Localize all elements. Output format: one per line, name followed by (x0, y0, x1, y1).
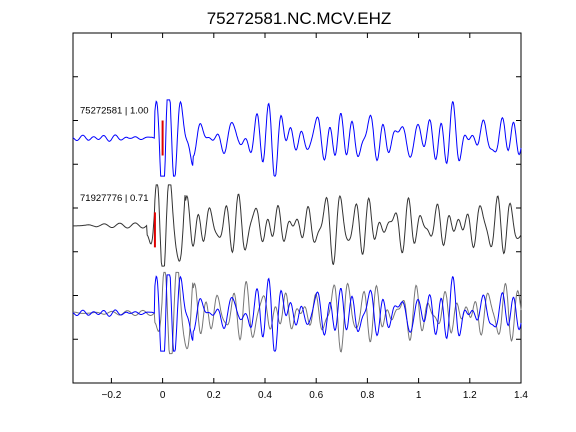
x-tick-label: 0.2 (207, 390, 221, 401)
axis-ticks: −0.2 0 0.2 0.4 0.6 0.8 1 1.2 1.4 (73, 33, 528, 401)
trace-primary-line (72, 99, 522, 177)
x-tick-label: 0.8 (360, 390, 374, 401)
trace-overlay-secondary-line (72, 271, 522, 355)
trace-group (72, 99, 522, 355)
trace-label: 71927776 | 0.71 (80, 193, 149, 204)
x-tick-label: 0.4 (258, 390, 272, 401)
x-tick-label: 1 (416, 390, 422, 401)
chart-title: 75272581.NC.MCV.EHZ (207, 9, 392, 28)
x-tick-label: 0.6 (309, 390, 323, 401)
plot-frame (72, 32, 522, 384)
x-tick-label: −0.2 (102, 390, 122, 401)
x-tick-label: 1.2 (463, 390, 477, 401)
trace-overlay-primary-line (72, 274, 522, 352)
trace-secondary-line (73, 184, 522, 267)
x-tick-label: 1.4 (514, 390, 528, 401)
pick-markers (153, 120, 164, 248)
trace-labels: 75272581 | 1.00 71927776 | 0.71 (80, 106, 149, 205)
trace-label: 75272581 | 1.00 (80, 106, 149, 117)
x-tick-label: 0 (160, 390, 166, 401)
